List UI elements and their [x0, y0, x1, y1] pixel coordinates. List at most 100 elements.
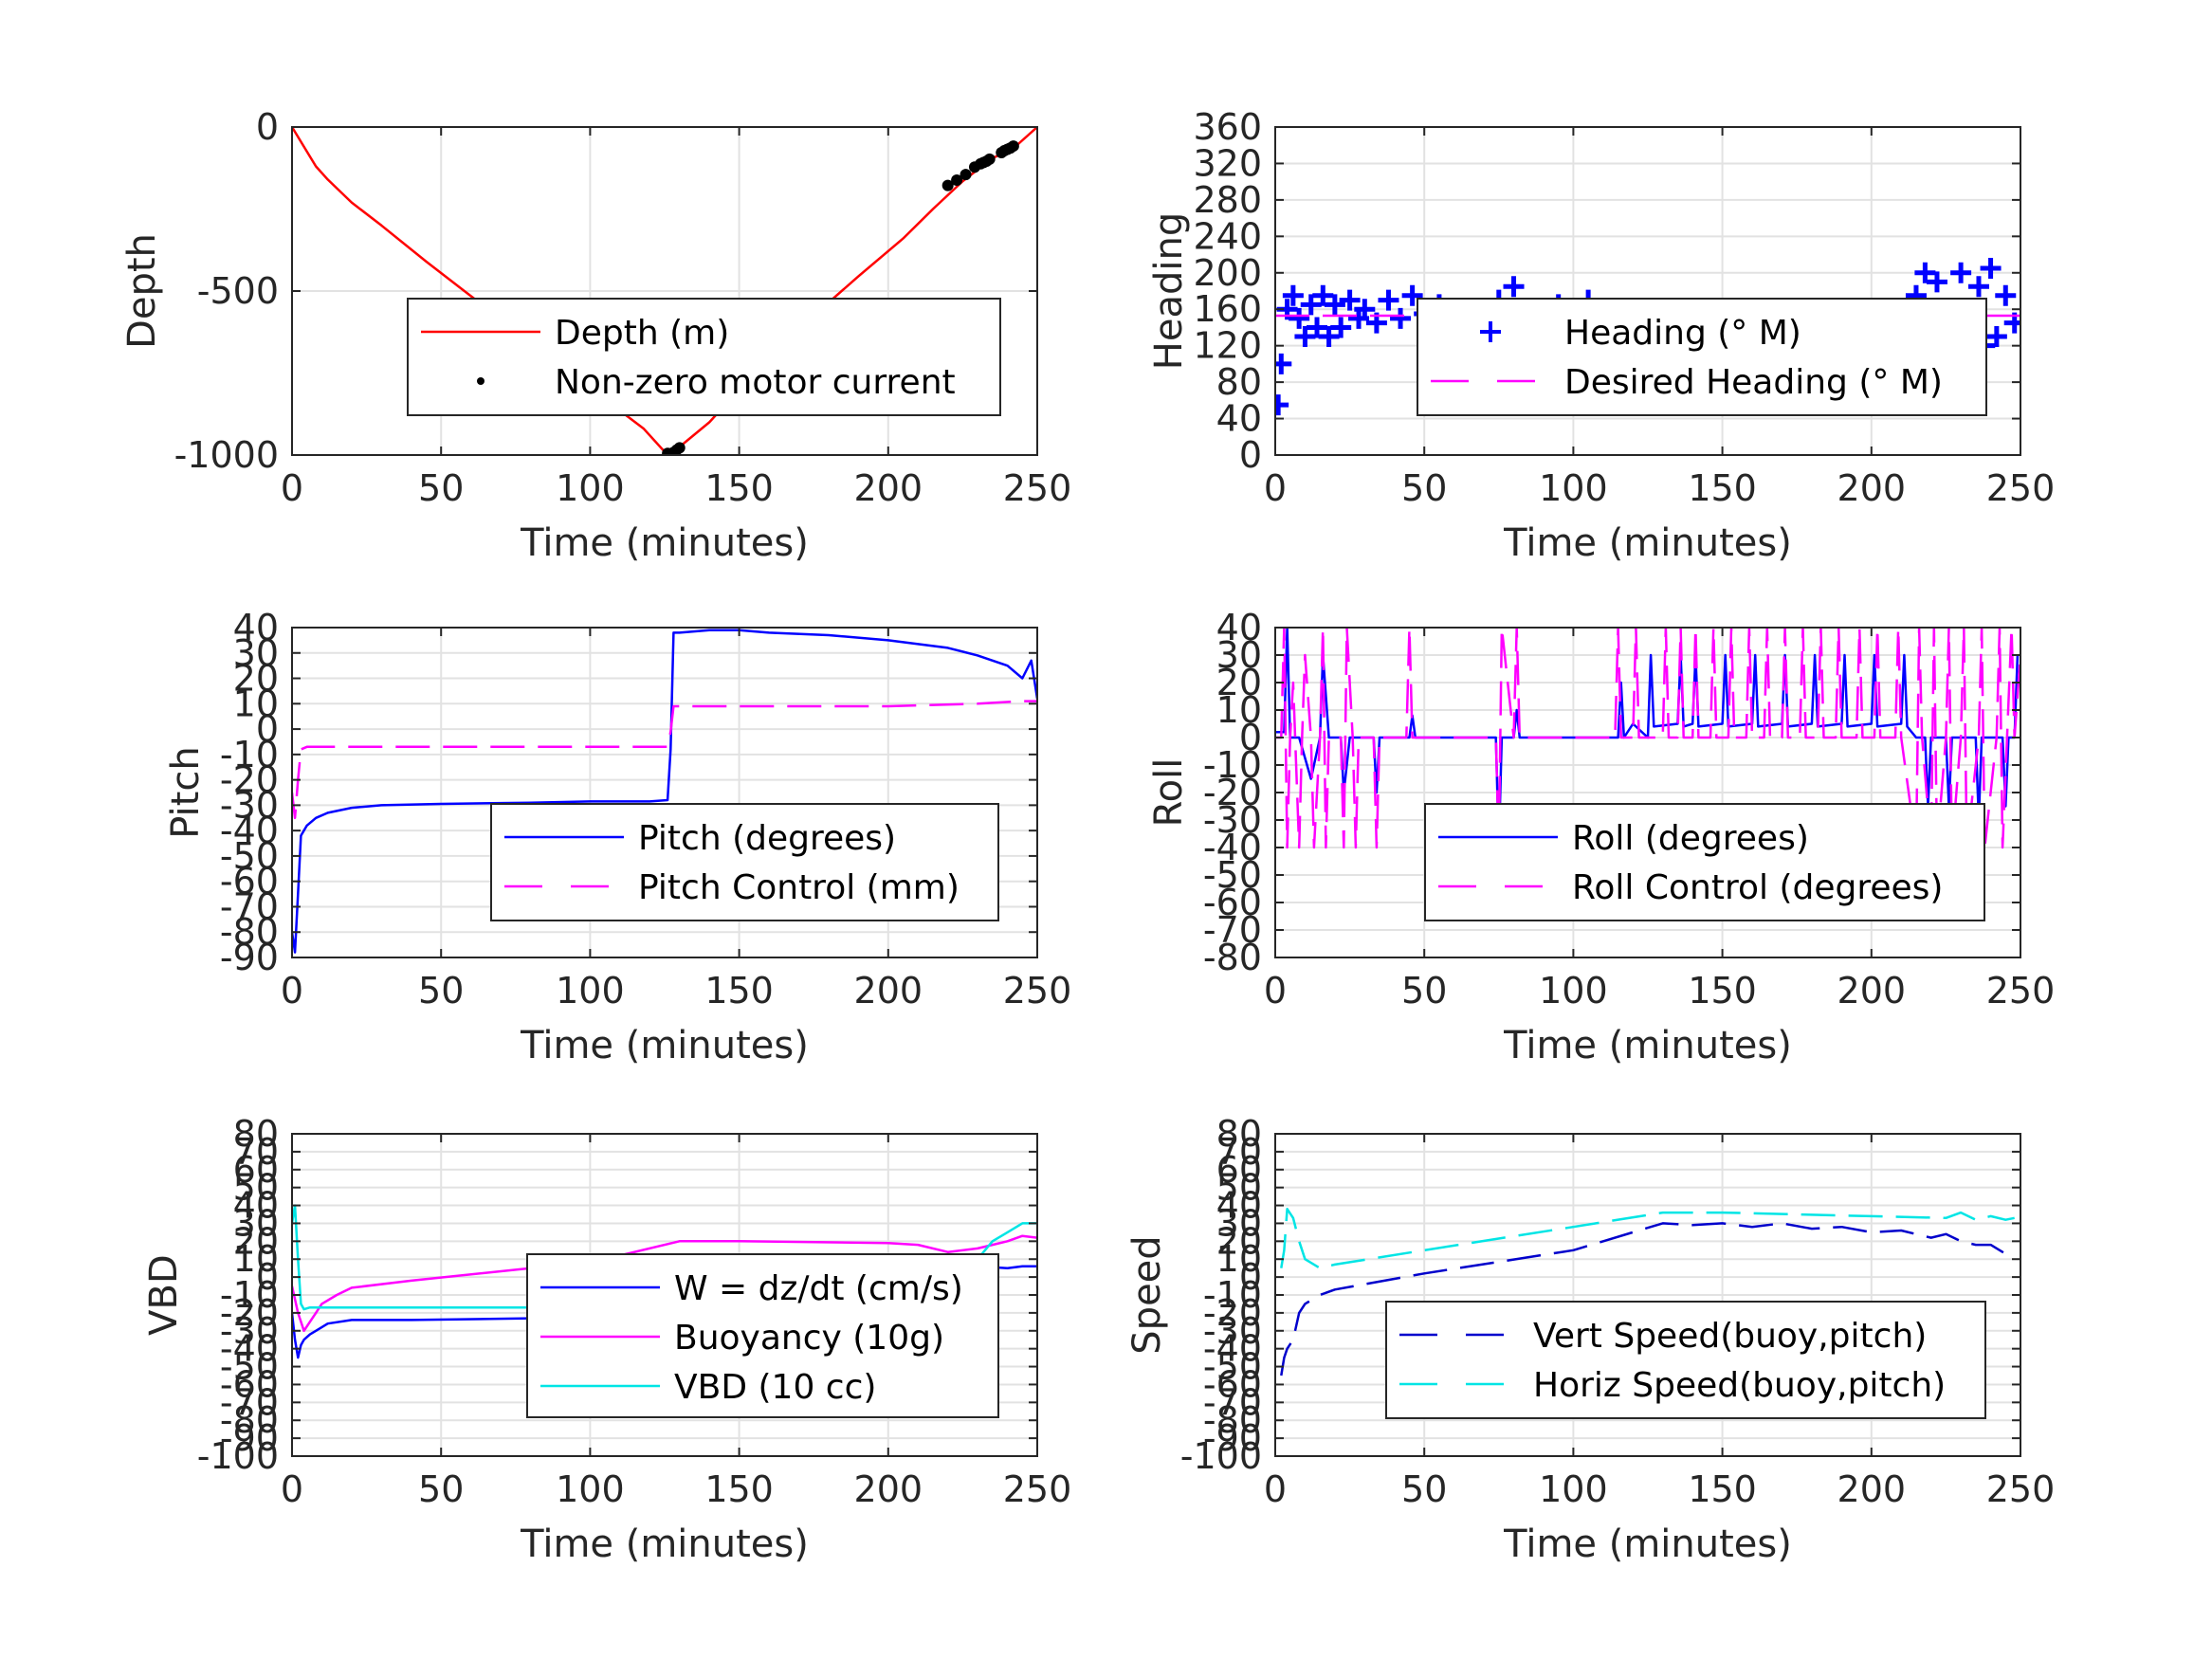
- x-tick-label: 100: [1539, 467, 1608, 509]
- series-line: [292, 629, 1037, 954]
- legend-box: [1417, 298, 1987, 416]
- y-tick-label: -40: [1203, 1328, 1262, 1370]
- legend: Heading (° M) Desired Heading (° M): [1417, 298, 1987, 416]
- y-tick-label: 320: [1193, 142, 1262, 184]
- y-axis-label: Speed: [1125, 1235, 1169, 1354]
- x-tick-label: 0: [281, 1468, 303, 1510]
- y-axis-label: Roll: [1147, 758, 1191, 828]
- subplot-roll: 0 50 100 150 200 250-80-70-60-50-40-30-20-100…: [1147, 607, 2055, 1067]
- x-tick-label: 0: [1264, 1468, 1287, 1510]
- x-tick-label: 250: [1003, 467, 1072, 509]
- y-tick-label: 10: [1216, 689, 1262, 731]
- legend-label: Pitch (degrees): [638, 819, 896, 858]
- y-tick-label: -1000: [174, 434, 279, 476]
- y-tick-label: -10: [1203, 744, 1262, 786]
- y-tick-label: -80: [1203, 937, 1262, 978]
- data-point: [1275, 394, 1289, 416]
- series-layer: [1275, 628, 2020, 849]
- legend: Roll (degrees) Roll Control (degrees): [1424, 803, 1985, 921]
- y-tick-label: -70: [1203, 909, 1262, 951]
- subplot-vbd: 0 50 100 150 200 250-100-90-80-70-60-50-40-30…: [142, 1113, 1071, 1566]
- series-line: [1275, 628, 2020, 849]
- y-tick-label: -90: [220, 1417, 279, 1459]
- y-tick-label: -80: [1203, 1399, 1262, 1441]
- x-tick-label: 0: [281, 467, 303, 509]
- legend-swatch: [477, 377, 484, 385]
- y-tick-label: -10: [220, 1274, 279, 1316]
- legend: Vert Speed(buoy,pitch) Horiz Speed(buoy,p…: [1385, 1301, 1986, 1419]
- x-tick-label: 50: [418, 467, 464, 509]
- x-tick-label: 100: [1539, 970, 1608, 1012]
- y-tick-label: -100: [197, 1435, 279, 1477]
- y-tick-label: 0: [1239, 717, 1262, 758]
- y-tick-label: -20: [1203, 1292, 1262, 1334]
- y-tick-label: 30: [233, 1202, 279, 1244]
- y-tick-label: 40: [1216, 398, 1262, 440]
- legend-label: Pitch Control (mm): [638, 868, 960, 907]
- y-tick-label: 70: [233, 1131, 279, 1173]
- legend-swatch: [1480, 321, 1501, 342]
- legend-box: [1385, 1301, 1986, 1419]
- y-tick-label: 20: [233, 1220, 279, 1262]
- legend: Depth (m) Non-zero motor current: [407, 298, 1001, 416]
- y-tick-label: 20: [233, 658, 279, 700]
- x-tick-label: 200: [854, 1468, 923, 1510]
- y-tick-label: -50: [220, 1346, 279, 1388]
- data-point: [1967, 276, 1989, 298]
- y-tick-label: 60: [1216, 1149, 1262, 1191]
- y-tick-label: 40: [233, 607, 279, 648]
- series-layer: [1280, 1208, 2015, 1376]
- y-tick-label: 10: [1216, 1238, 1262, 1280]
- data-point: [960, 169, 972, 181]
- legend-label: Desired Heading (° M): [1564, 363, 1943, 402]
- x-tick-label: 50: [1401, 1468, 1447, 1510]
- x-tick-label: 250: [1986, 970, 2056, 1012]
- y-tick-label: -10: [220, 734, 279, 775]
- legend-label: Depth (m): [555, 314, 729, 353]
- x-axis-label: Time (minutes): [520, 1024, 809, 1067]
- y-tick-label: 60: [233, 1149, 279, 1191]
- y-tick-label: 30: [233, 632, 279, 674]
- x-axis-label: Time (minutes): [1503, 1522, 1792, 1566]
- subplot-pitch: 0 50 100 150 200 250-90-80-70-60-50-40-30-20-…: [164, 607, 1071, 1067]
- y-tick-label: -50: [220, 835, 279, 877]
- subplot-speed: 0 50 100 150 200 250-100-90-80-70-60-50-40-30…: [1125, 1113, 2055, 1566]
- y-tick-label: 30: [1216, 634, 1262, 676]
- legend-label: W = dz/dt (cm/s): [674, 1269, 963, 1308]
- y-tick-label: 40: [233, 1185, 279, 1227]
- data-point: [1324, 294, 1345, 316]
- y-tick-label: -70: [220, 1381, 279, 1423]
- x-tick-label: 0: [281, 970, 303, 1012]
- x-tick-label: 150: [1688, 1468, 1757, 1510]
- x-axis-label: Time (minutes): [520, 521, 809, 565]
- legend-box: [490, 803, 999, 921]
- y-tick-label: 10: [233, 1238, 279, 1280]
- y-tick-label: 50: [1216, 1167, 1262, 1209]
- y-tick-label: 0: [256, 106, 279, 148]
- legend: Pitch (degrees) Pitch Control (mm): [490, 803, 999, 921]
- y-tick-label: -80: [220, 911, 279, 953]
- y-tick-label: 0: [256, 1256, 279, 1298]
- y-tick-label: -20: [220, 759, 279, 801]
- y-axis-label: Pitch: [164, 746, 208, 838]
- data-point: [1294, 326, 1316, 348]
- y-tick-label: -30: [1203, 1310, 1262, 1352]
- x-tick-label: 50: [1401, 467, 1447, 509]
- data-point: [1926, 271, 1947, 293]
- y-tick-label: 20: [1216, 662, 1262, 703]
- y-tick-label: -10: [1203, 1274, 1262, 1316]
- y-tick-label: 20: [1216, 1220, 1262, 1262]
- data-point: [1980, 257, 2002, 279]
- x-tick-label: 100: [556, 1468, 625, 1510]
- y-tick-label: 50: [233, 1167, 279, 1209]
- data-point: [1300, 294, 1322, 316]
- legend-label: Buoyancy (10g): [674, 1319, 944, 1358]
- series-line: [1280, 1222, 2015, 1376]
- x-tick-label: 0: [1264, 467, 1287, 509]
- data-point: [1985, 326, 2007, 348]
- x-axis-label: Time (minutes): [520, 1522, 809, 1566]
- series-0-1-markers: [662, 140, 1019, 455]
- data-point: [1289, 307, 1310, 329]
- legend-label: VBD (10 cc): [674, 1368, 876, 1407]
